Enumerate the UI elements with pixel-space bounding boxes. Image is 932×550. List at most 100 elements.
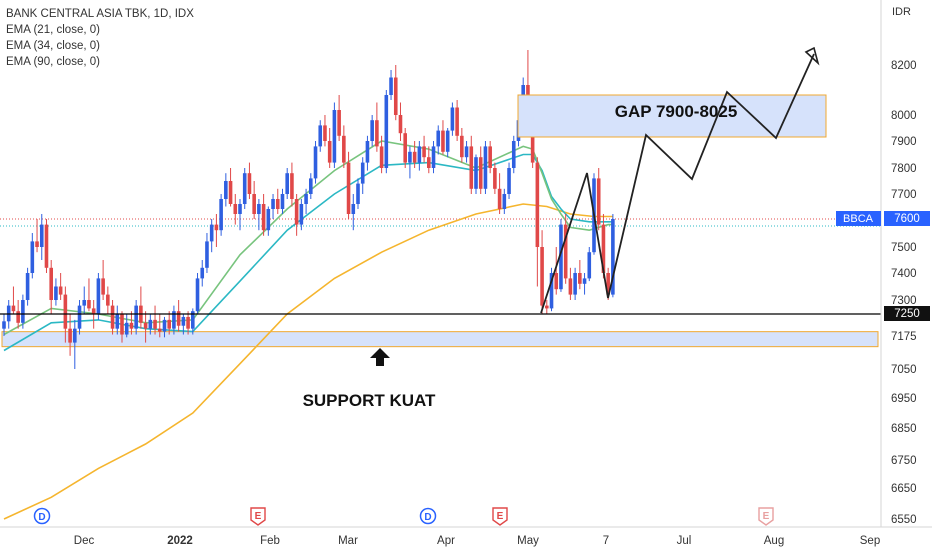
candle[interactable] bbox=[219, 194, 223, 236]
candle[interactable] bbox=[417, 141, 422, 171]
earnings-marker-icon[interactable]: E bbox=[758, 507, 774, 526]
candle[interactable] bbox=[309, 173, 313, 199]
candle[interactable] bbox=[483, 141, 488, 194]
candle[interactable] bbox=[441, 120, 445, 155]
candle[interactable] bbox=[313, 141, 318, 184]
candle[interactable] bbox=[115, 305, 120, 335]
candle[interactable] bbox=[101, 260, 105, 300]
candle[interactable] bbox=[162, 316, 167, 338]
candle[interactable] bbox=[393, 65, 398, 121]
candle[interactable] bbox=[469, 135, 474, 194]
candle[interactable] bbox=[58, 273, 63, 300]
candle[interactable] bbox=[153, 305, 157, 335]
candle[interactable] bbox=[332, 102, 337, 169]
candle[interactable] bbox=[242, 168, 247, 209]
candle[interactable] bbox=[422, 135, 426, 163]
candle[interactable] bbox=[573, 267, 577, 300]
candle[interactable] bbox=[129, 311, 134, 335]
candle[interactable] bbox=[96, 273, 101, 320]
candle[interactable] bbox=[120, 311, 124, 343]
candle[interactable] bbox=[342, 125, 346, 168]
candle[interactable] bbox=[403, 128, 407, 168]
candle[interactable] bbox=[436, 125, 441, 155]
candle[interactable] bbox=[205, 233, 209, 273]
candle[interactable] bbox=[167, 311, 171, 335]
candle[interactable] bbox=[271, 194, 275, 219]
candle[interactable] bbox=[280, 188, 285, 214]
candle[interactable] bbox=[389, 70, 393, 100]
candle[interactable] bbox=[39, 214, 44, 260]
candle[interactable] bbox=[318, 120, 323, 152]
candle[interactable] bbox=[186, 311, 190, 335]
candle[interactable] bbox=[77, 300, 82, 335]
candle[interactable] bbox=[549, 267, 554, 312]
candle[interactable] bbox=[247, 162, 252, 199]
candle[interactable] bbox=[535, 157, 540, 287]
candle[interactable] bbox=[379, 135, 384, 174]
candle[interactable] bbox=[582, 273, 587, 295]
candle[interactable] bbox=[214, 214, 219, 247]
candle[interactable] bbox=[464, 141, 469, 163]
candle[interactable] bbox=[497, 173, 502, 214]
candle[interactable] bbox=[176, 300, 181, 332]
candle[interactable] bbox=[559, 219, 563, 292]
candle[interactable] bbox=[172, 305, 176, 335]
candle[interactable] bbox=[502, 188, 507, 214]
candle[interactable] bbox=[478, 146, 483, 194]
earnings-marker-icon[interactable]: E bbox=[492, 507, 508, 526]
candle[interactable] bbox=[266, 206, 271, 236]
candle[interactable] bbox=[106, 286, 110, 315]
candle[interactable] bbox=[455, 100, 459, 141]
candle[interactable] bbox=[30, 233, 35, 279]
candle[interactable] bbox=[233, 194, 238, 225]
candle[interactable] bbox=[124, 314, 129, 338]
candle[interactable] bbox=[431, 141, 436, 174]
candle[interactable] bbox=[493, 162, 497, 194]
candle[interactable] bbox=[238, 199, 242, 231]
candle[interactable] bbox=[11, 286, 16, 315]
candle[interactable] bbox=[427, 146, 431, 174]
candle[interactable] bbox=[110, 300, 115, 335]
candle[interactable] bbox=[445, 128, 450, 158]
projection-path[interactable] bbox=[540, 53, 815, 314]
candle[interactable] bbox=[228, 168, 233, 207]
candle[interactable] bbox=[346, 151, 351, 219]
candle[interactable] bbox=[200, 260, 205, 287]
candle[interactable] bbox=[261, 194, 266, 236]
candle[interactable] bbox=[285, 168, 289, 199]
candle[interactable] bbox=[507, 162, 511, 199]
candle[interactable] bbox=[408, 146, 412, 179]
candle[interactable] bbox=[554, 247, 559, 295]
candle[interactable] bbox=[596, 168, 601, 231]
candle[interactable] bbox=[360, 157, 365, 194]
candle[interactable] bbox=[540, 230, 544, 314]
candle[interactable] bbox=[21, 294, 25, 329]
support-zone[interactable] bbox=[1, 331, 879, 348]
candle[interactable] bbox=[191, 308, 195, 335]
candle[interactable] bbox=[384, 90, 389, 174]
candle[interactable] bbox=[195, 273, 200, 314]
candle[interactable] bbox=[275, 188, 280, 214]
candle[interactable] bbox=[252, 181, 256, 219]
candle[interactable] bbox=[412, 141, 417, 168]
candle[interactable] bbox=[337, 95, 341, 141]
candle[interactable] bbox=[587, 247, 592, 282]
candle[interactable] bbox=[224, 173, 228, 207]
candle[interactable] bbox=[563, 214, 568, 284]
candle[interactable] bbox=[327, 128, 332, 168]
candle[interactable] bbox=[2, 314, 6, 336]
candle[interactable] bbox=[398, 102, 403, 142]
candle[interactable] bbox=[68, 314, 72, 356]
candle[interactable] bbox=[209, 219, 214, 253]
candle[interactable] bbox=[304, 188, 308, 214]
candle[interactable] bbox=[82, 286, 87, 315]
earnings-marker-icon[interactable]: E bbox=[250, 507, 266, 526]
candle[interactable] bbox=[44, 219, 49, 273]
candle[interactable] bbox=[157, 314, 162, 338]
candle[interactable] bbox=[148, 314, 153, 335]
candle[interactable] bbox=[611, 214, 615, 298]
candle[interactable] bbox=[375, 102, 379, 152]
candle[interactable] bbox=[370, 115, 374, 147]
candle[interactable] bbox=[323, 115, 327, 147]
candle[interactable] bbox=[365, 135, 370, 171]
